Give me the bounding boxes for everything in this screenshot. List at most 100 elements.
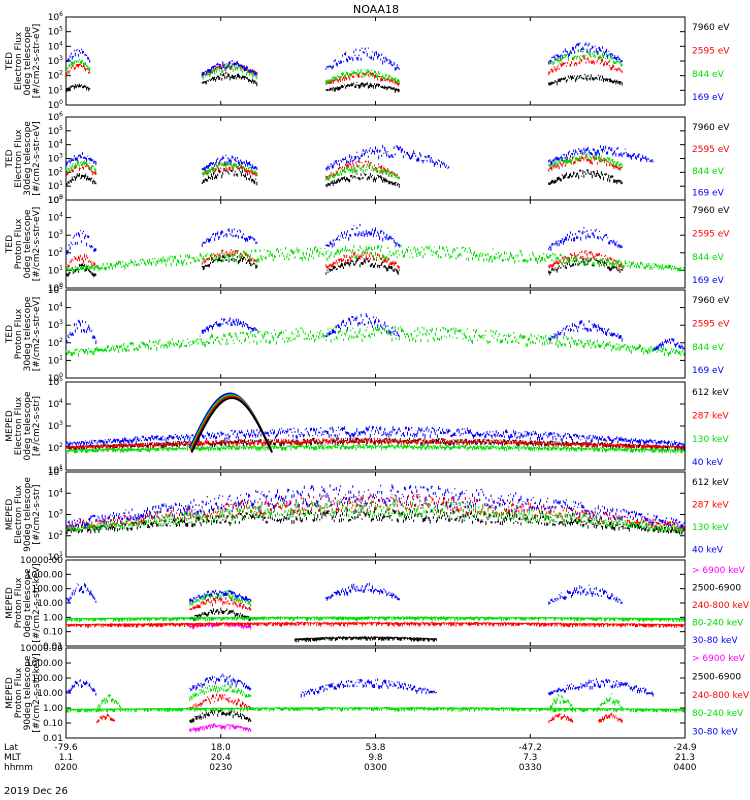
y-tick-label: 104 xyxy=(48,212,63,224)
series-group xyxy=(66,144,654,188)
panel-frame xyxy=(65,559,686,647)
series-844-ev xyxy=(66,244,685,273)
y-tick-label: 105 xyxy=(48,284,63,296)
y-axis-label-line: Electron Flux xyxy=(14,129,24,188)
y-axis-label-line: TED xyxy=(5,52,15,71)
panel-frame xyxy=(65,381,686,471)
legend-entry: 612 keV xyxy=(692,388,729,398)
y-axis-label-line: Proton Flux xyxy=(14,667,24,718)
y-axis-label-line: 30deg telescope xyxy=(23,121,33,196)
y-axis-label-line: TED xyxy=(5,149,15,168)
x-row-value: 0230 xyxy=(209,763,232,773)
panel-ted-e-0: 100 101 102 103 104 105 106 TED Electron Flux 0de… xyxy=(5,11,730,111)
legend-entry: 7960 eV xyxy=(692,23,730,33)
legend-entry: 30-80 keV xyxy=(692,636,738,646)
y-axis-label-line: MEPED xyxy=(5,499,15,531)
y-axis-label-line: [#/cm2-s-str-eV] xyxy=(32,24,42,99)
y-tick-label: 106 xyxy=(48,11,63,23)
legend-entry: 2500-6900 xyxy=(692,672,741,682)
legend-entry: 240-800 keV xyxy=(692,601,750,611)
series-2595-ev xyxy=(66,154,623,181)
y-axis-label-line: Proton Flux xyxy=(14,308,24,359)
legend-entry: 287 keV xyxy=(692,411,729,421)
y-tick-label: 1.00 xyxy=(43,704,63,714)
y-tick-label: 10000.00 xyxy=(20,644,63,654)
y-axis-label-line: [#/cm2-s-str-eV] xyxy=(32,207,42,282)
y-axis-label: MEPED Proton Flux 90deg telescope [#/cm2-s-… xyxy=(5,653,42,732)
y-axis-label: MEPED Electron Flux 0deg telescope [#/cm2-s… xyxy=(5,391,42,461)
series--6900-kev xyxy=(189,723,252,733)
legend-entry: 80-240 keV xyxy=(692,618,744,628)
y-tick-label: 0.10 xyxy=(43,628,63,638)
legend-entry: 2595 eV xyxy=(692,46,730,56)
y-tick-label: 104 xyxy=(48,40,63,52)
y-tick-label: 103 xyxy=(48,509,63,521)
series-group xyxy=(66,223,685,279)
x-row-value: 20.4 xyxy=(211,753,231,763)
legend-entry: 2500-6900 xyxy=(692,583,741,593)
y-axis-label-line: Electron Flux xyxy=(14,31,24,90)
y-tick-label: 105 xyxy=(48,376,63,388)
panel-meped-p-90: 0.010.101.0010.00100.001000.0010000.00ME… xyxy=(5,644,750,744)
y-axis-label-line: 0deg telescope xyxy=(23,391,33,461)
y-axis-label-line: MEPED xyxy=(5,410,15,442)
x-row-value: -79.6 xyxy=(54,743,78,753)
series-287-kev xyxy=(66,437,685,451)
legend-entry: 844 eV xyxy=(692,253,725,263)
panel-frame xyxy=(65,16,686,106)
series-group xyxy=(66,582,685,643)
y-axis-label: TED Electron Flux 0deg telescope [#/cm2-s-s… xyxy=(5,24,42,99)
x-row-value: 53.8 xyxy=(365,743,385,753)
y-tick-label: 10.00 xyxy=(37,689,63,699)
y-tick-label: 101 xyxy=(48,180,63,192)
series-7960-ev xyxy=(66,167,623,188)
x-row-value: 9.8 xyxy=(368,753,383,763)
legend-entry: > 6900 keV xyxy=(692,566,746,576)
series-group xyxy=(66,484,685,535)
y-axis-label: TED Proton Flux 0deg telescope [#/cm2-s-str… xyxy=(5,207,42,282)
chart-title: NOAA18 xyxy=(353,3,399,16)
y-tick-label: 1000.00 xyxy=(26,570,63,580)
legend-entry: 40 keV xyxy=(692,458,724,468)
y-axis-label: TED Proton Flux 30deg telescope [#/cm2-s-st… xyxy=(5,296,42,371)
y-tick-label: 101 xyxy=(48,84,63,96)
legend-entry: 7960 eV xyxy=(692,206,730,216)
x-row-value: 0400 xyxy=(674,763,697,773)
y-tick-label: 101 xyxy=(48,354,63,366)
y-tick-label: 102 xyxy=(48,530,63,542)
series-844-ev xyxy=(66,325,685,357)
legend-entry: 844 eV xyxy=(692,167,725,177)
series-30-80-kev xyxy=(66,582,623,605)
y-axis-label-line: TED xyxy=(5,235,15,254)
legend-entry: 169 eV xyxy=(692,366,725,376)
y-axis-label: TED Electron Flux 30deg telescope [#/cm2-s-… xyxy=(5,121,42,196)
y-tick-label: 0.01 xyxy=(43,734,63,744)
legend-entry: 7960 eV xyxy=(692,296,730,306)
y-axis-label-line: [#/cm2-s-str-keV] xyxy=(32,653,42,732)
y-axis-label-line: MEPED xyxy=(5,587,15,619)
x-row-value: 0300 xyxy=(364,763,387,773)
series-40-kev xyxy=(66,484,685,529)
series-169-ev xyxy=(66,223,623,255)
y-tick-label: 103 xyxy=(48,153,63,165)
legend-entry: 30-80 keV xyxy=(692,728,738,738)
x-row-label: Lat xyxy=(4,743,19,753)
panel-frame xyxy=(65,471,686,558)
series-2500-6900 xyxy=(189,709,252,724)
legend-entry: 169 eV xyxy=(692,189,725,199)
y-tick-label: 102 xyxy=(48,247,63,259)
y-axis-label-line: 30deg telescope xyxy=(23,296,33,371)
legend-entry: 40 keV xyxy=(692,546,724,556)
legend-entry: 844 eV xyxy=(692,343,725,353)
y-tick-label: 105 xyxy=(48,466,63,478)
y-axis-label: MEPED Electron Flux 90deg telescope [#/cm2-… xyxy=(5,477,42,552)
y-tick-label: 105 xyxy=(48,194,63,206)
peak-curve xyxy=(190,396,274,453)
y-axis-label: MEPED Proton Flux 0deg telescope [#/cm2-s-s… xyxy=(5,563,42,642)
y-tick-label: 101 xyxy=(48,264,63,276)
